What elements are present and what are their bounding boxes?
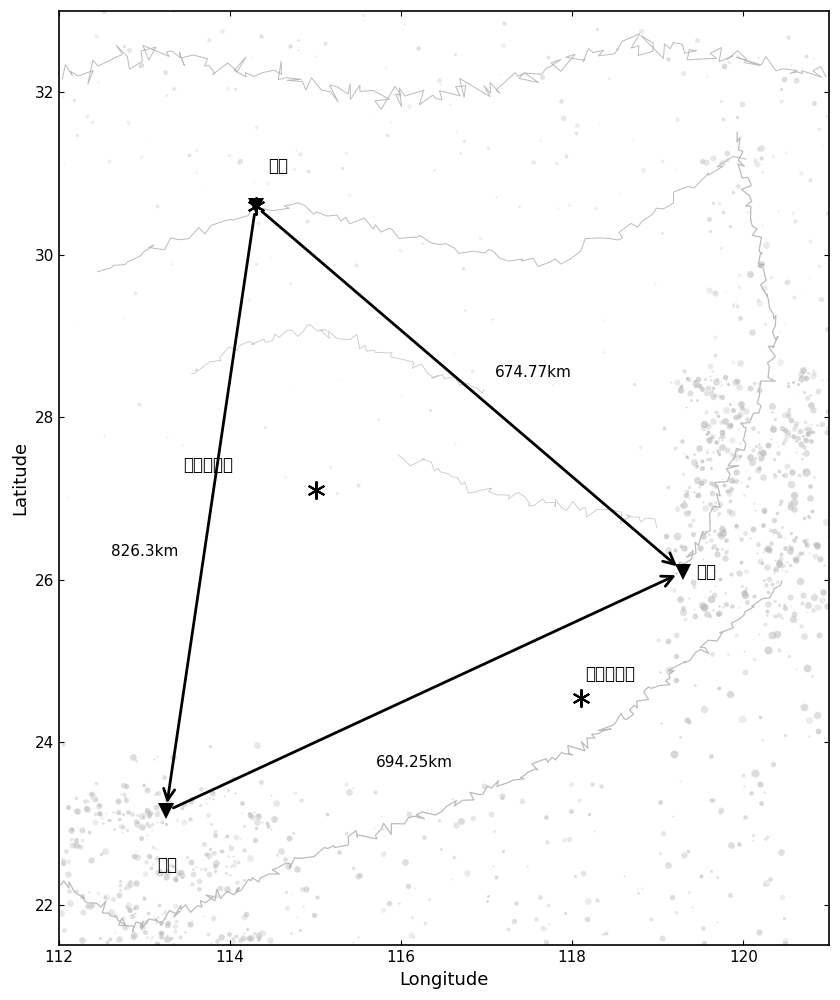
Text: 武汉: 武汉 [269,157,288,175]
Text: 厦门测高仪: 厦门测高仪 [585,665,635,683]
Text: 广州: 广州 [157,856,177,874]
Text: 674.77km: 674.77km [496,365,572,380]
X-axis label: Longitude: Longitude [399,971,489,989]
Text: 福州: 福州 [696,563,717,581]
Y-axis label: Latitude: Latitude [11,441,29,515]
Text: 826.3km: 826.3km [112,544,179,559]
Text: 吉安测高仪: 吉安测高仪 [183,456,233,474]
Text: 694.25km: 694.25km [375,755,453,770]
